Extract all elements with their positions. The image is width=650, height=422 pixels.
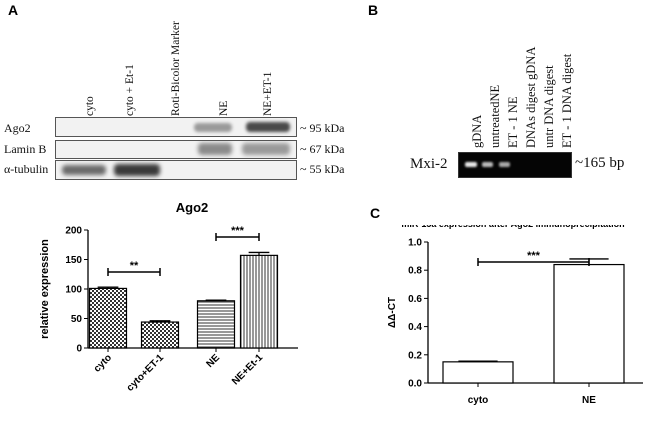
blot-a-lane-marker: Roti-Bicolor Marker — [170, 21, 182, 116]
y-tick-label: 0.8 — [408, 266, 422, 277]
y-tick-label: 0 — [76, 344, 82, 355]
blot-a-lane-cyto: cyto — [84, 96, 96, 116]
blot-a-size-laminb: ~ 67 kDa — [300, 142, 345, 156]
blot-b-lane-dnas-gdna: DNAs digest gDNA — [524, 46, 538, 148]
blot-a-strip-laminb — [55, 140, 297, 159]
y-axis-label: ΔΔ-CT — [387, 297, 398, 328]
x-tick-label: cyto — [92, 352, 114, 374]
x-tick-label: NE — [582, 395, 596, 406]
y-tick-label: 1.0 — [408, 238, 422, 249]
x-tick-label: NE — [205, 352, 223, 370]
blot-b-row-mxi2: Mxi-2 — [410, 156, 448, 172]
y-axis-label: relative expression — [39, 239, 51, 339]
y-tick-label: 100 — [65, 285, 82, 296]
blot-a-row-ago2: Ago2 — [4, 121, 31, 135]
y-tick-label: 0.4 — [408, 322, 422, 333]
band-ne-et1 — [246, 122, 290, 132]
band-ne-et1 — [242, 143, 290, 155]
chart-title: Ago2 — [176, 200, 209, 215]
x-tick-label: NE+Et-1 — [230, 352, 265, 387]
blot-b-gel — [458, 152, 572, 178]
blot-a-size-tubulin: ~ 55 kDa — [300, 162, 345, 176]
blot-a-lane-ne: NE — [218, 100, 230, 116]
y-tick-label: 150 — [65, 255, 82, 266]
blot-a-strip-ago2 — [55, 117, 297, 137]
y-tick-label: 0.6 — [408, 294, 422, 305]
bar-ne — [553, 263, 625, 384]
band-untreated — [482, 162, 493, 167]
significance-stars: *** — [527, 250, 541, 262]
blot-a-row-tubulin: α-tubulin — [4, 162, 49, 176]
bar-cyto — [442, 361, 514, 384]
band-et1-ne — [499, 162, 510, 167]
band-cyto-et1 — [114, 164, 160, 176]
panel-label-a: A — [8, 2, 19, 18]
bar-cyto-et-1 — [140, 321, 180, 349]
bar-ne — [196, 300, 236, 349]
panel-label-b: B — [368, 2, 379, 18]
band-cyto — [62, 165, 106, 175]
blot-a-size-ago2: ~ 95 kDa — [300, 121, 345, 135]
blot-b-lane-et1-ne: ET - 1 NE — [506, 96, 520, 149]
chart-ago2: Ago2 0 50 100 150 200 relative expression cyto c… — [39, 200, 298, 394]
bar-cyto — [88, 287, 128, 349]
significance-stars: *** — [231, 225, 245, 237]
blot-a-strip-tubulin — [55, 160, 297, 180]
blot-b-lane-untreated: untreatedNE — [488, 84, 502, 148]
chart-mir15a: miR-15a expression after Ago2 immunoprec… — [387, 225, 643, 406]
blot-b-lane-untr-digest: untr DNA digest — [542, 65, 556, 148]
blot-a-lane-cyto-et1: cyto + Et-1 — [124, 64, 136, 116]
bar-ne-et-1 — [239, 254, 279, 349]
x-tick-label: cyto — [468, 395, 489, 406]
y-tick-label: 50 — [71, 314, 83, 325]
panel-label-c: C — [370, 205, 381, 221]
blot-b-lane-gdna: gDNA — [470, 114, 484, 148]
blot-a-row-laminb: Lamin B — [4, 142, 47, 156]
y-tick-label: 200 — [65, 226, 82, 237]
band-ne — [194, 123, 232, 132]
band-gdna — [465, 162, 477, 167]
y-tick-label: 0.0 — [408, 379, 422, 390]
x-tick-label: cyto+ET-1 — [125, 352, 167, 394]
chart-title: miR-15a expression after Ago2 immunoprec… — [401, 225, 624, 229]
blot-b-lane-et1-digest: ET - 1 DNA digest — [560, 53, 574, 148]
significance-stars: ** — [130, 260, 139, 272]
blot-a-lane-ne-et1: NE+ET-1 — [262, 71, 274, 116]
band-ne — [198, 143, 232, 155]
y-tick-label: 0.2 — [408, 350, 422, 361]
blot-b-size: ~165 bp — [575, 155, 625, 171]
